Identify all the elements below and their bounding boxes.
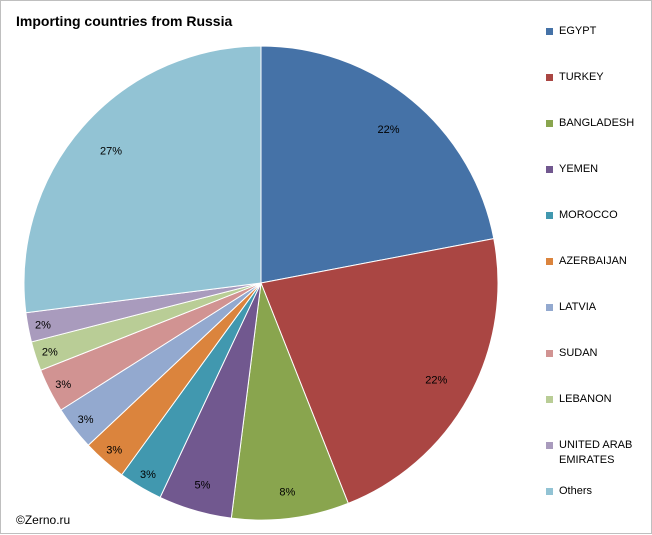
legend-swatch xyxy=(546,120,553,127)
legend-label: TURKEY xyxy=(559,71,604,83)
data-label-bangladesh: 8% xyxy=(279,486,295,498)
legend-swatch xyxy=(546,488,553,495)
legend-swatch xyxy=(546,74,553,81)
legend-label: Others xyxy=(559,485,593,497)
chart-title: Importing countries from Russia xyxy=(16,13,233,29)
legend-label: LEBANON xyxy=(559,393,612,405)
legend-swatch xyxy=(546,28,553,35)
data-label-united-arab-emirates: 2% xyxy=(35,320,51,332)
legend-label: EGYPT xyxy=(559,25,597,37)
pie-slice-turkey xyxy=(260,238,499,505)
legend-label: LATVIA xyxy=(559,301,597,313)
data-label-lebanon: 2% xyxy=(42,347,58,359)
legend-swatch xyxy=(546,258,553,265)
pie-slice-others xyxy=(23,45,262,314)
legend-label: SUDAN xyxy=(559,347,598,359)
legend-swatch xyxy=(546,212,553,219)
legend-swatch xyxy=(546,396,553,403)
legend-label: AZERBAIJAN xyxy=(559,255,627,267)
legend-swatch xyxy=(546,442,553,449)
data-label-morocco: 3% xyxy=(140,469,156,481)
data-label-turkey: 22% xyxy=(425,374,447,386)
legend-swatch xyxy=(546,350,553,357)
legend-swatch xyxy=(546,304,553,311)
pie-chart: 22% 22% 8% 5% 3% 3% 3% 3% 2% 2% 27% xyxy=(23,45,499,521)
legend-label: MOROCCO xyxy=(559,209,618,221)
pie-slice-egypt xyxy=(260,45,495,284)
data-label-sudan: 3% xyxy=(55,379,71,391)
credit-text: ©Zerno.ru xyxy=(16,513,71,527)
legend-swatch xyxy=(546,166,553,173)
legend-label: YEMEN xyxy=(559,163,599,175)
data-label-latvia: 3% xyxy=(78,414,94,426)
data-label-egypt: 22% xyxy=(377,124,399,136)
data-label-yemen: 5% xyxy=(194,480,210,492)
pie-slice-bangladesh xyxy=(230,282,349,521)
data-label-others: 27% xyxy=(100,146,122,158)
data-label-azerbaijan: 3% xyxy=(106,445,122,457)
legend-label: UNITED ARAB EMIRATES xyxy=(559,439,633,466)
legend-label: BANGLADESH xyxy=(559,117,635,129)
